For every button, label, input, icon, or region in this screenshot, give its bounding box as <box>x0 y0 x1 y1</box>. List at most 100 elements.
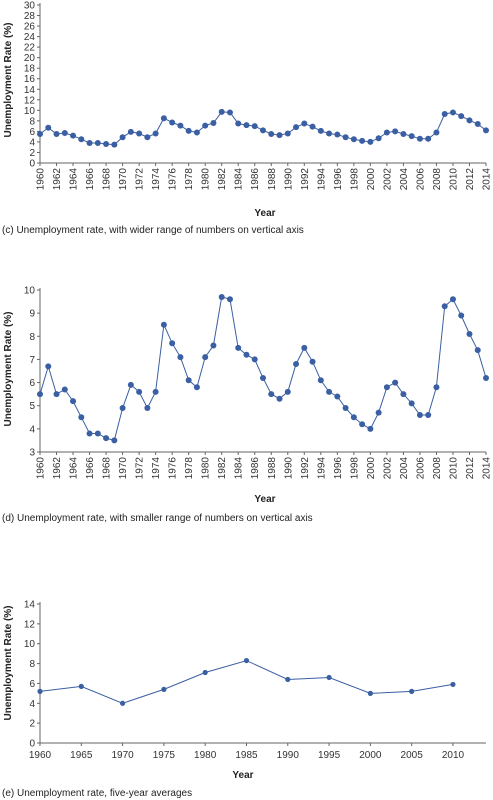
chart-d-x-tick-label: 1974 <box>151 457 162 480</box>
chart-c-data-point <box>37 131 43 138</box>
chart-c-x-tick-label: 1996 <box>333 168 344 191</box>
chart-c-y-tick-label: 2 <box>29 148 35 159</box>
chart-c-data-point <box>86 139 93 146</box>
chart-c-data-point <box>235 120 242 127</box>
chart-c-data-point <box>193 129 200 136</box>
chart-c-x-tick-label: 2002 <box>382 168 393 191</box>
chart-e-y-tick-label: 8 <box>29 659 35 670</box>
chart-e-x-tick-label: 1985 <box>235 750 258 761</box>
chart-d-x-tick-label: 1964 <box>69 457 80 480</box>
chart-e-y-tick-label: 2 <box>29 719 35 730</box>
chart-d-data-point <box>218 293 225 300</box>
chart-d-x-tick-label: 1970 <box>118 457 129 480</box>
chart-d-x-axis-label: Year <box>254 494 275 505</box>
chart-d-data-point <box>276 395 283 402</box>
chart-d-data-point <box>334 393 341 400</box>
chart-d-data-point <box>160 321 167 328</box>
chart-d-data-point <box>226 296 233 303</box>
chart-c-x-tick-label: 2008 <box>432 168 443 191</box>
chart-c-data-point <box>301 120 308 127</box>
chart-c-data-point <box>144 134 151 141</box>
chart-e-data-point <box>161 686 167 692</box>
chart-d-x-tick-label: 2010 <box>448 457 459 480</box>
chart-c-data-point <box>400 131 407 138</box>
chart-d-data-point <box>383 384 390 391</box>
chart-c-x-tick-label: 1968 <box>102 168 113 191</box>
chart-c-data-point <box>111 141 118 148</box>
chart-c-data-point <box>94 139 101 146</box>
chart-e-x-tick-label: 2005 <box>401 750 424 761</box>
chart-c-x-tick-label: 1964 <box>69 168 80 191</box>
chart-e-y-tick-label: 14 <box>24 600 36 611</box>
chart-d-x-tick-label: 2014 <box>482 457 493 480</box>
chart-d-series-line <box>39 296 487 442</box>
chart-c-x-tick-label: 2012 <box>465 168 476 191</box>
chart-c-data-point <box>202 122 209 129</box>
chart-d-data-point <box>37 391 43 398</box>
chart-d-data-point <box>169 340 176 347</box>
chart-d-x-tick-label: 1982 <box>217 457 228 480</box>
chart-d-data-point <box>466 330 473 337</box>
chart-d-y-tick-label: 5 <box>29 401 35 412</box>
chart-d-x-tick-label: 1990 <box>283 457 294 480</box>
chart-e-x-axis-label: Year <box>232 770 253 781</box>
chart-d-data-point <box>103 435 110 442</box>
chart-c-data-point <box>334 131 341 138</box>
chart-e-y-tick-label: 10 <box>24 639 36 650</box>
chart-e-data-point <box>367 690 373 696</box>
chart-c-x-tick-label: 1982 <box>217 168 228 191</box>
chart-c-data-point <box>408 133 415 140</box>
chart-c-x-tick-label: 2010 <box>448 168 459 191</box>
chart-e-y-tick-label: 6 <box>29 679 35 690</box>
chart-d-x-tick-label: 1992 <box>300 457 311 480</box>
chart-d-x-tick-label: 2012 <box>465 457 476 480</box>
chart-c-data-point <box>293 124 300 131</box>
chart-d-x-tick-label: 2006 <box>415 457 426 480</box>
chart-c-y-tick-label: 8 <box>29 116 35 127</box>
chart-c-y-tick-label: 18 <box>24 64 36 75</box>
chart-e-data-point <box>243 657 250 664</box>
chart-c-data-point <box>326 130 333 137</box>
chart-d-data-point <box>136 388 143 395</box>
chart-e-data-point <box>78 683 84 690</box>
chart-c-x-tick-label: 1978 <box>184 168 195 191</box>
chart-d-data-point <box>408 400 415 407</box>
chart-c-data-point <box>53 131 60 138</box>
chart-c-x-tick-label: 1960 <box>36 168 47 191</box>
chart-e-series-line <box>39 660 454 704</box>
chart-c-x-tick-label: 1984 <box>234 168 245 191</box>
chart-c-data-point <box>441 111 448 118</box>
chart-c-y-tick-label: 12 <box>24 95 36 106</box>
chart-d-data-point <box>317 377 324 384</box>
chart-d-y-tick-label: 7 <box>29 355 35 366</box>
chart-c-data-point <box>416 135 423 142</box>
chart-d-x-tick-label: 1960 <box>36 457 47 480</box>
chart-d-data-point <box>251 356 258 363</box>
chart-e-unemployment-five-year-averages: Unemployment Rate (%) Year (e) Unemploym… <box>2 600 486 799</box>
chart-c-x-tick-label: 1972 <box>135 168 146 191</box>
chart-c-data-point <box>226 109 233 116</box>
chart-c-data-point <box>177 122 184 129</box>
chart-d-data-point <box>367 425 374 432</box>
chart-e-x-tick-label: 1960 <box>29 750 52 761</box>
chart-d-x-tick-label: 1966 <box>85 457 96 480</box>
chart-c-data-point <box>425 135 432 142</box>
chart-e-caption: (e) Unemployment rate, five-year average… <box>2 788 192 799</box>
chart-c-data-point <box>136 130 143 137</box>
chart-d-data-point <box>210 342 217 349</box>
chart-c-y-tick-label: 22 <box>24 43 36 54</box>
chart-d-data-point <box>400 391 407 398</box>
chart-e-x-tick-label: 1980 <box>194 750 217 761</box>
chart-c-data-point <box>350 136 357 143</box>
chart-c-data-point <box>260 127 266 134</box>
chart-e-data-point <box>450 681 456 688</box>
chart-c-data-point <box>119 134 126 141</box>
chart-d-data-point <box>53 391 60 398</box>
chart-d-data-point <box>284 388 291 395</box>
chart-d-data-point <box>441 303 448 310</box>
chart-d-x-tick-label: 1984 <box>234 457 245 480</box>
chart-d-x-tick-label: 1978 <box>184 457 195 480</box>
chart-c-y-tick-label: 24 <box>24 32 36 43</box>
chart-c-x-tick-label: 1994 <box>316 168 327 191</box>
